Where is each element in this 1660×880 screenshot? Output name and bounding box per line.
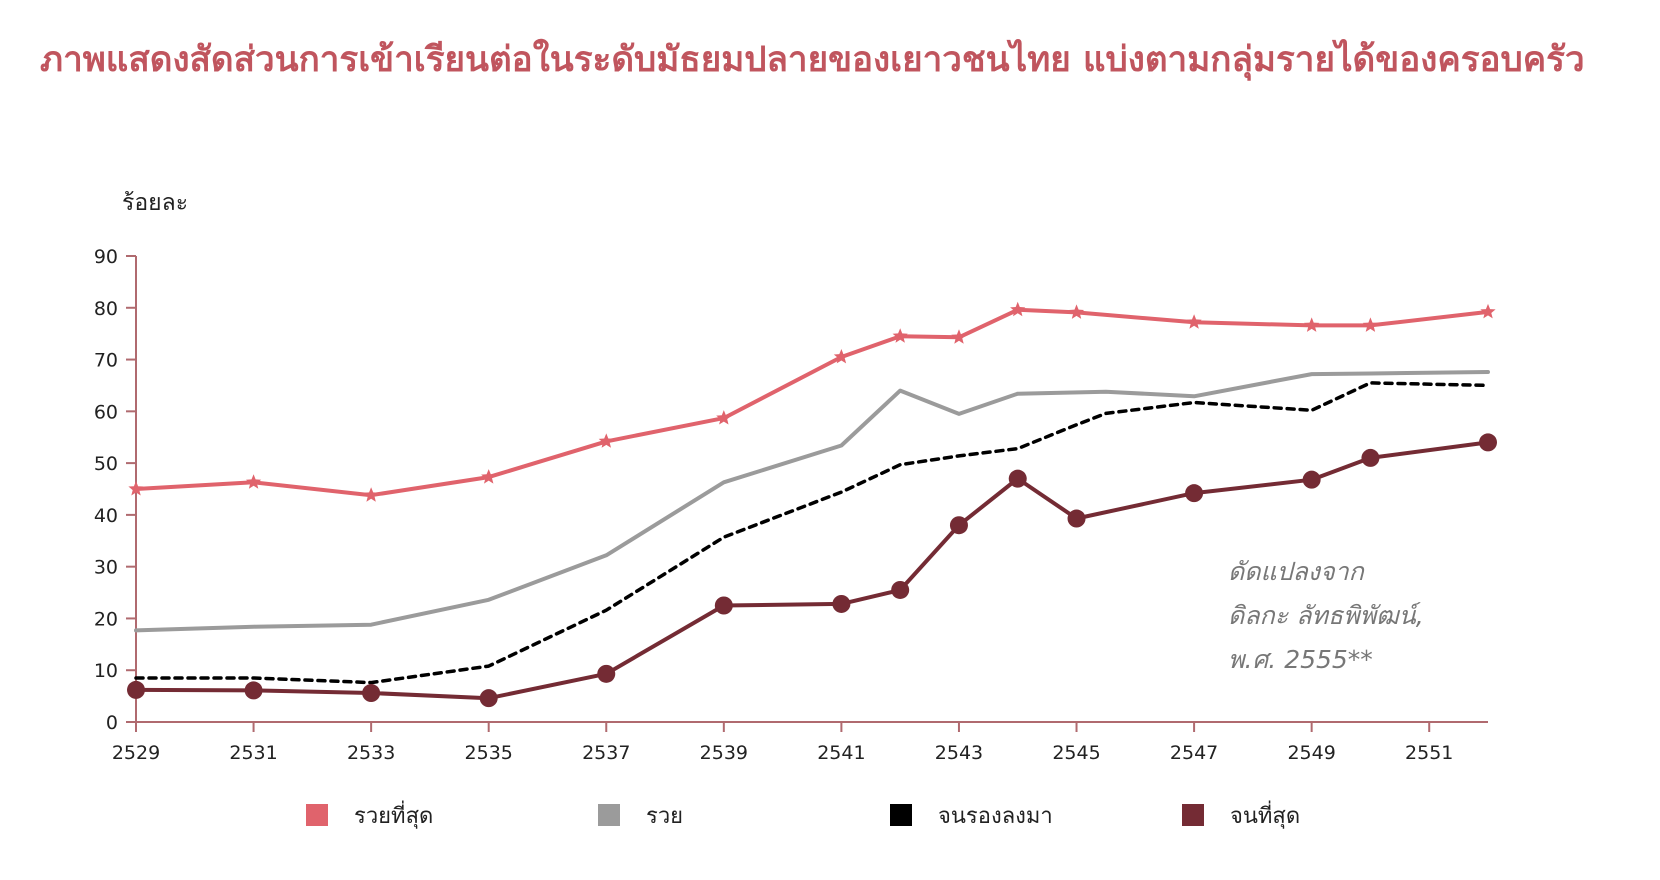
data-point-star	[716, 410, 732, 425]
x-tick-label: 2543	[935, 742, 983, 764]
y-tick-label: 30	[94, 557, 118, 579]
data-point-star	[1186, 314, 1202, 329]
x-tick-label: 2549	[1287, 742, 1335, 764]
data-point-circle	[597, 664, 616, 683]
y-tick-label: 40	[94, 505, 118, 527]
y-tick-label: 50	[94, 453, 118, 475]
data-point-circle	[1302, 470, 1321, 489]
data-point-star	[892, 328, 908, 343]
data-point-star	[481, 469, 497, 484]
data-point-star	[363, 487, 379, 502]
legend-item-second-poorest: จนรองลงมา	[890, 800, 1053, 830]
data-point-circle	[891, 580, 910, 599]
data-point-circle	[714, 596, 733, 615]
data-point-star	[1010, 301, 1026, 317]
x-tick-label: 2547	[1170, 742, 1218, 764]
legend-swatch	[306, 804, 328, 826]
legend-label: รวย	[646, 803, 684, 829]
x-tick-label: 2551	[1405, 742, 1453, 764]
legend-swatch	[598, 804, 620, 826]
x-tick-label: 2545	[1052, 742, 1100, 764]
data-point-circle	[832, 594, 851, 613]
source-note-line: ดัดแปลงจาก	[1228, 557, 1364, 586]
legend-item-rich: รวย	[598, 800, 683, 830]
chart-title: ภาพแสดงสัดส่วนการเข้าเรียนต่อในระดับมัธย…	[40, 40, 1585, 80]
data-point-star	[1068, 304, 1085, 319]
x-tick-label: 2535	[465, 742, 513, 764]
data-point-circle	[1185, 484, 1204, 503]
x-tick-label: 2533	[347, 742, 395, 764]
y-tick-label: 70	[94, 350, 118, 372]
data-point-circle	[1361, 448, 1380, 467]
x-tick-label: 2529	[112, 742, 160, 764]
data-point-circle	[244, 681, 263, 700]
legend-swatch	[890, 804, 912, 826]
data-point-star	[1480, 303, 1496, 319]
series-line-2	[134, 381, 1490, 685]
data-point-circle	[1008, 469, 1027, 488]
y-tick-label: 20	[94, 608, 118, 630]
chart-axes: 0 10 20 30 40 50 60 70 80 90 2529 2531 2533 2535 2537 2…	[94, 246, 1488, 764]
x-tick-label: 2539	[700, 742, 748, 764]
data-point-star	[1362, 317, 1378, 332]
legend-label: จนที่สุด	[1230, 803, 1301, 829]
data-point-star	[246, 474, 262, 489]
y-tick-label: 60	[94, 401, 118, 423]
data-point-circle	[1067, 509, 1086, 528]
y-tick-label: 10	[94, 660, 118, 682]
data-point-star	[1304, 317, 1320, 332]
series-line-0	[134, 307, 1490, 498]
x-tick-label: 2537	[582, 742, 630, 764]
data-point-circle	[1479, 433, 1497, 452]
y-axis-title: ร้อยละ	[122, 190, 188, 216]
data-point-circle	[362, 684, 381, 703]
data-point-circle	[949, 516, 968, 535]
legend-item-richest: รวยที่สุด	[306, 800, 433, 830]
y-tick-label: 90	[94, 246, 118, 268]
y-tick-label: 80	[94, 298, 118, 320]
legend-swatch	[1182, 804, 1204, 826]
series-line-1	[134, 370, 1490, 633]
source-note-line: ดิลกะ ลัทธพิพัฒน์,	[1228, 601, 1424, 630]
data-point-circle	[127, 680, 145, 699]
data-point-circle	[479, 689, 498, 708]
data-point-star	[128, 481, 144, 496]
legend-label: รวยที่สุด	[354, 803, 434, 829]
data-point-star	[598, 433, 614, 448]
legend-item-poorest: จนที่สุด	[1182, 800, 1300, 830]
source-note-line: พ.ศ. 2555**	[1228, 645, 1373, 674]
data-point-star	[833, 349, 849, 364]
legend-label: จนรองลงมา	[938, 803, 1053, 829]
y-tick-label: 0	[106, 712, 118, 734]
x-tick-label: 2531	[229, 742, 277, 764]
chart-series	[127, 301, 1497, 708]
source-note: ดัดแปลงจาก ดิลกะ ลัทธพิพัฒน์, พ.ศ. 2555*…	[1228, 550, 1424, 682]
data-point-star	[951, 329, 967, 344]
x-tick-label: 2541	[817, 742, 865, 764]
